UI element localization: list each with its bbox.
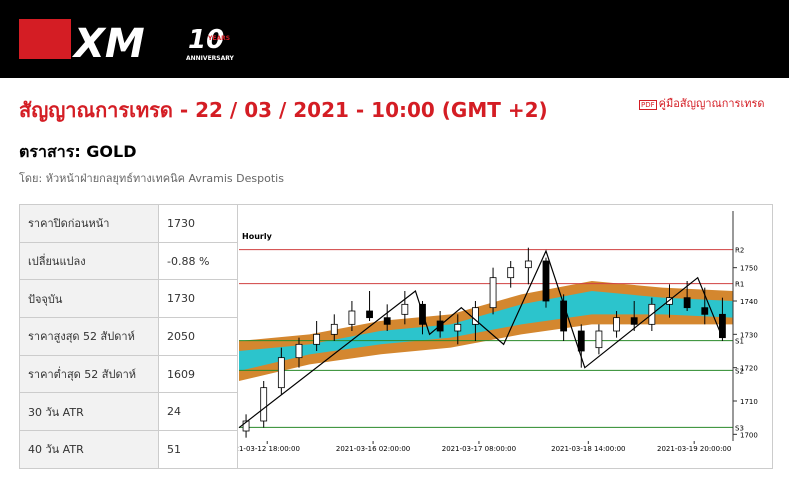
y-tick-label: 1730 (740, 331, 758, 339)
candle-body (454, 323, 462, 332)
candle-body (472, 307, 479, 325)
candle-body (242, 420, 250, 432)
level-label: S3 (735, 424, 744, 432)
level-label: S2 (735, 367, 744, 375)
table-row: ราคาต่ำสุด 52 สัปดาห์ 1609 (19, 354, 238, 394)
candle-body (577, 330, 585, 352)
candle-body (366, 310, 373, 319)
candle-body (524, 260, 532, 269)
header: XM 10 YEARS ANNIVERSARY (0, 0, 789, 78)
candle-body (683, 297, 691, 309)
candle-body (542, 260, 550, 302)
band (239, 291, 733, 371)
table-value: 1609 (158, 354, 238, 394)
x-tick-label: 2021-03-16 02:00:00 (336, 445, 410, 453)
x-tick-label: 2021-03-19 20:00:00 (657, 445, 731, 453)
logo-text: XM (71, 21, 145, 67)
table-label: 40 วัน ATR (19, 430, 159, 469)
table-label: เปลี่ยนแปลง (19, 241, 159, 281)
table-row: ปัจจุบัน 1730 (19, 279, 238, 319)
x-tick-label: 21-03-12 18:00:00 (237, 445, 300, 453)
y-tick-label: 1720 (740, 365, 758, 373)
candle-body (595, 330, 603, 349)
table-value: -0.88 % (158, 241, 238, 281)
table-row: ราคาปิดก่อนหน้า 1730 (19, 204, 238, 243)
table-value: 24 (158, 392, 238, 432)
y-tick-label: 1700 (740, 431, 758, 439)
logo-icon (19, 19, 71, 59)
table-label: ราคาต่ำสุด 52 สัปดาห์ (19, 354, 159, 394)
level-label: R2 (735, 247, 744, 255)
x-tick-label: 2021-03-17 08:00:00 (442, 445, 516, 453)
anniversary-years: YEARS (207, 35, 230, 42)
chart-title: Hourly (242, 232, 273, 241)
candle-body (348, 310, 356, 325)
table-label: ราคาปิดก่อนหน้า (19, 204, 159, 243)
y-tick-label: 1710 (740, 398, 758, 406)
candle-body (630, 317, 638, 325)
x-tick-label: 2021-03-18 14:00:00 (551, 445, 625, 453)
candle-body (401, 303, 409, 315)
candle-body (260, 387, 268, 422)
table-label: ปัจจุบัน (19, 279, 159, 319)
level-label: S1 (735, 338, 744, 346)
candle-body (507, 267, 515, 279)
instrument: ตราสาร: GOLD (19, 142, 137, 161)
candle-body (295, 343, 303, 359)
info-table: ราคาปิดก่อนหน้า 1730 เปลี่ยนแปลง -0.88 % ปัจ… (19, 204, 238, 469)
candle-body (489, 277, 497, 309)
table-value: 51 (158, 430, 238, 469)
candle-body (701, 307, 709, 315)
table-row: 40 วัน ATR 51 (19, 430, 238, 469)
table-value: 2050 (158, 317, 238, 356)
author: โดย: หัวหน้าฝ่ายกลยุทธ์ทางเทคนิค Avramis… (19, 172, 284, 185)
table-value: 1730 (158, 204, 238, 243)
candle-body (613, 317, 620, 332)
candle-body (666, 297, 673, 305)
anniversary-text: ANNIVERSARY (186, 55, 235, 62)
y-tick-label: 1750 (740, 265, 758, 273)
guide-link[interactable]: PDF คู่มือสัญญาณการเทรด (639, 94, 765, 112)
candle-body (719, 313, 726, 339)
guide-link-text[interactable]: คู่มือสัญญาณการเทรด (658, 97, 765, 110)
candle-body (560, 300, 568, 332)
table-value: 1730 (158, 279, 238, 319)
y-tick-label: 1740 (740, 298, 758, 306)
table-row: เปลี่ยนแปลง -0.88 % (19, 241, 238, 281)
candle-body (383, 317, 391, 325)
pdf-icon: PDF (639, 100, 657, 110)
candle-body (330, 323, 338, 335)
table-row: 30 วัน ATR 24 (19, 392, 238, 432)
level-label: R1 (735, 281, 744, 289)
zigzag (238, 249, 723, 429)
logo: XM 10 YEARS ANNIVERSARY (19, 19, 235, 67)
candle-body (313, 333, 321, 345)
table-label: 30 วัน ATR (19, 392, 159, 432)
table-label: ราคาสูงสุด 52 สัปดาห์ (19, 317, 159, 356)
anniversary-number: 10 (188, 25, 224, 55)
table-row: ราคาสูงสุด 52 สัปดาห์ 2050 (19, 317, 238, 356)
candle-body (277, 357, 285, 389)
page-title: สัญญาณการเทรด - 22 / 03 / 2021 - 10:00 (… (19, 98, 548, 122)
